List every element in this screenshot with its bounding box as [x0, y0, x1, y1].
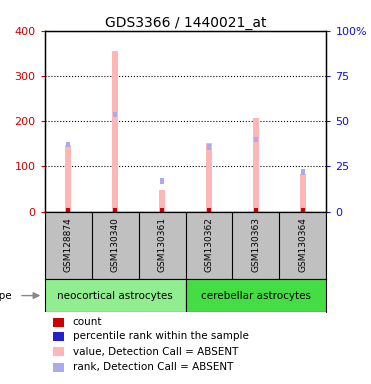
Text: GSM130364: GSM130364	[299, 217, 308, 272]
Text: GSM130361: GSM130361	[158, 217, 167, 272]
Bar	[113, 112, 117, 117]
Text: rank, Detection Call = ABSENT: rank, Detection Call = ABSENT	[73, 362, 233, 372]
Text: value, Detection Call = ABSENT: value, Detection Call = ABSENT	[73, 347, 238, 357]
Text: GSM128874: GSM128874	[63, 217, 72, 272]
Bar	[254, 208, 258, 212]
Bar	[159, 190, 165, 212]
Bar	[207, 144, 211, 150]
Bar	[300, 174, 306, 212]
Text: GSM130363: GSM130363	[252, 217, 260, 272]
Bar	[301, 208, 305, 212]
Text: count: count	[73, 317, 102, 327]
Bar	[53, 363, 64, 372]
Text: percentile rank within the sample: percentile rank within the sample	[73, 331, 249, 341]
Text: GSM130362: GSM130362	[204, 217, 213, 272]
Bar	[160, 208, 164, 212]
Bar	[65, 145, 71, 212]
Text: cerebellar astrocytes: cerebellar astrocytes	[201, 291, 311, 301]
Bar	[45, 280, 186, 312]
Bar	[160, 178, 164, 184]
Bar	[53, 347, 64, 356]
Bar	[206, 143, 212, 212]
Bar	[254, 137, 258, 142]
Bar	[53, 332, 64, 341]
Bar	[207, 208, 211, 212]
Bar	[113, 208, 117, 212]
Text: neocortical astrocytes: neocortical astrocytes	[57, 291, 173, 301]
Title: GDS3366 / 1440021_at: GDS3366 / 1440021_at	[105, 16, 266, 30]
Text: GSM130340: GSM130340	[111, 217, 119, 272]
Bar	[301, 169, 305, 174]
Bar	[66, 208, 70, 212]
Bar	[112, 51, 118, 212]
Bar	[53, 318, 64, 326]
Text: cell type: cell type	[0, 291, 12, 301]
Bar	[66, 142, 70, 147]
Bar	[253, 118, 259, 212]
Bar	[186, 280, 326, 312]
